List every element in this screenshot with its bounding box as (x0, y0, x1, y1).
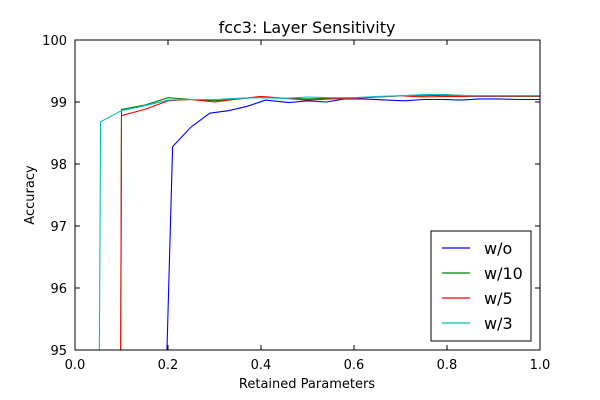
x-tick-label: 0.8 (437, 358, 458, 373)
x-axis-label: Retained Parameters (239, 377, 375, 392)
y-axis-label: Accuracy (23, 165, 38, 225)
y-tick-label: 95 (50, 344, 67, 359)
series-line-2 (120, 95, 540, 350)
y-tick-label: 100 (42, 34, 67, 49)
series-layer (98, 94, 540, 350)
ticks-layer: 0.0 0.2 0.4 0.6 0.8 1.0 95 96 97 98 99 100 (42, 34, 550, 373)
y-tick-label: 99 (50, 96, 67, 111)
x-tick-label: 0.6 (344, 358, 365, 373)
legend-label-1: w/10 (484, 264, 523, 283)
y-tick-label: 97 (50, 220, 67, 235)
x-tick-label: 0.0 (65, 358, 86, 373)
legend-label-0: w/o (484, 239, 512, 258)
legend: w/o w/10 w/5 w/3 (430, 230, 532, 342)
legend-label-3: w/3 (484, 314, 513, 333)
x-tick-label: 0.4 (251, 358, 272, 373)
y-tick-label: 98 (50, 158, 67, 173)
x-tick-label: 1.0 (530, 358, 551, 373)
series-line-3 (98, 94, 540, 350)
x-tick-label: 0.2 (158, 358, 179, 373)
y-tick-label: 96 (50, 282, 67, 297)
chart-title: fcc3: Layer Sensitivity (219, 18, 396, 37)
legend-label-2: w/5 (484, 289, 513, 308)
plot-area-frame (74, 39, 541, 351)
